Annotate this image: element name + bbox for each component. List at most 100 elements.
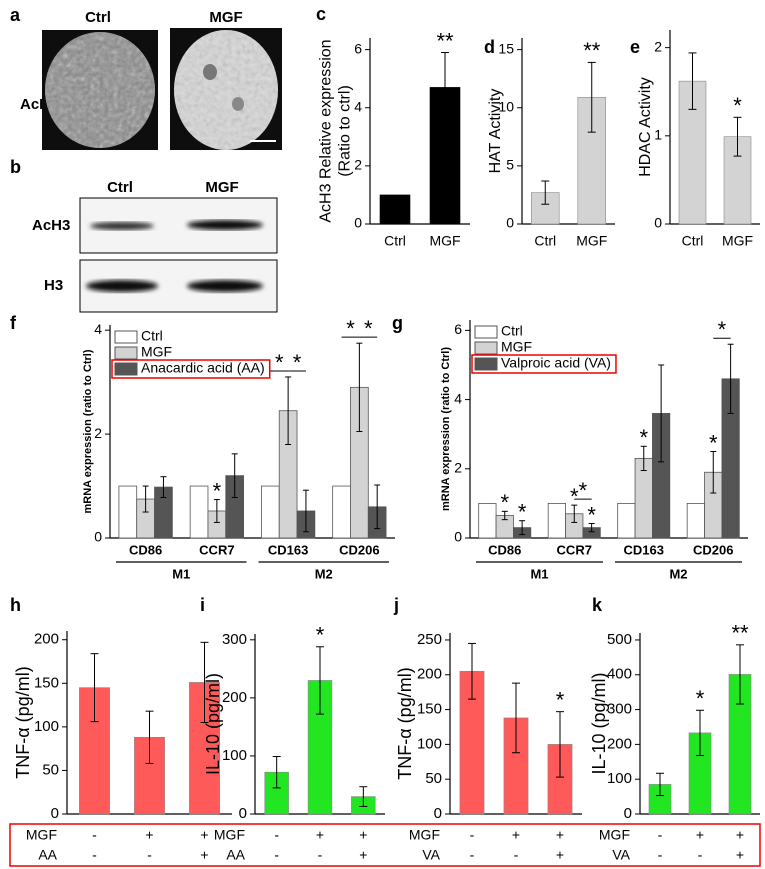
significance: * — [579, 478, 588, 503]
y-tick-label: 6 — [354, 40, 362, 56]
y-axis-label: TNF-α (pg/ml) — [13, 666, 33, 778]
group-label: M1 — [530, 566, 548, 581]
significance: ** — [436, 28, 454, 53]
significance: * — [709, 430, 718, 455]
y-tick-label: 1 — [654, 127, 662, 143]
panel-letter: g — [392, 313, 403, 333]
y-axis-label: HDAC Activity — [637, 77, 654, 177]
bar — [617, 502, 636, 539]
highlight-box — [9, 823, 761, 867]
y-tick-label: 0 — [94, 529, 102, 545]
significance: * — [293, 350, 302, 375]
y-tick-label: 50 — [42, 761, 59, 778]
legend-swatch — [474, 357, 498, 371]
x-tick-label: CCR7 — [557, 542, 592, 557]
bar — [478, 502, 497, 539]
condition-name: MGF — [214, 827, 245, 843]
y-axis-label: TNF-α (pg/ml) — [395, 667, 415, 779]
legend-label: Valproic acid (VA) — [501, 355, 611, 371]
legend-highlight — [471, 354, 617, 374]
condition-sign: - — [658, 827, 663, 843]
group-label: M2 — [669, 566, 687, 581]
y-tick-label: 2 — [654, 38, 662, 54]
condition-sign: + — [316, 827, 324, 843]
legend-swatch — [114, 362, 138, 376]
y-tick-label: 6 — [454, 321, 462, 337]
y-tick-label: 0 — [506, 215, 514, 231]
condition-sign: - — [514, 847, 519, 863]
x-tick-label: CD163 — [268, 542, 308, 557]
group-label: M2 — [315, 566, 333, 581]
x-tick-label: CD86 — [129, 542, 162, 557]
legend-highlight — [111, 359, 271, 379]
condition-sign: - — [470, 847, 475, 863]
band — [187, 280, 263, 292]
x-tick-label: Ctrl — [534, 233, 556, 249]
nucleus-texture — [45, 32, 155, 148]
y-tick-label: 100 — [34, 718, 59, 735]
group-label: M1 — [172, 566, 190, 581]
x-tick-label: Ctrl — [384, 233, 406, 249]
y-tick-label: 200 — [417, 666, 442, 683]
condition-sign: - — [698, 847, 703, 863]
legend-swatch — [114, 346, 138, 360]
x-tick-label: CD86 — [488, 542, 521, 557]
y-tick-label: 150 — [417, 701, 442, 718]
y-tick-label: 400 — [607, 666, 632, 683]
legend-label: MGF — [501, 339, 532, 355]
y-tick-label: 100 — [222, 747, 247, 764]
legend-swatch — [114, 330, 138, 344]
legend-swatch — [474, 325, 498, 339]
x-tick-label: MGF — [576, 233, 607, 249]
condition-sign: + — [696, 827, 704, 843]
condition-sign: - — [92, 827, 97, 843]
condition-sign: - — [658, 847, 663, 863]
y-tick-label: 500 — [607, 631, 632, 648]
y-tick-label: 200 — [34, 631, 59, 648]
y-tick-label: 4 — [354, 98, 362, 114]
condition-name: MGF — [599, 827, 630, 843]
legend-label: Ctrl — [501, 323, 523, 339]
significance: * — [213, 478, 222, 503]
y-tick-label: 0 — [624, 805, 632, 822]
condition-name: VA — [612, 847, 630, 863]
significance: * — [346, 316, 355, 341]
band — [90, 222, 154, 230]
column-label: MGF — [205, 179, 238, 196]
y-tick-label: 0 — [454, 529, 462, 545]
legend-label: Ctrl — [141, 328, 163, 344]
y-axis-label: mRNA expression (ratio to Ctrl) — [440, 347, 452, 511]
bar — [379, 194, 411, 225]
x-tick-label: CCR7 — [199, 542, 234, 557]
y-tick-label: 0 — [51, 805, 59, 822]
row-label: AcH3 — [32, 217, 70, 234]
x-tick-label: CD163 — [624, 542, 664, 557]
nucleolus — [232, 97, 244, 111]
panel-letter: j — [393, 595, 399, 615]
condition-name: MGF — [26, 827, 57, 843]
panel-letter: d — [484, 37, 495, 57]
condition-name: VA — [422, 847, 440, 863]
significance: * — [275, 350, 284, 375]
y-tick-label: 250 — [417, 631, 442, 648]
y-axis-label: AcH3 Relative expression — [318, 39, 335, 222]
y-tick-label: 5 — [506, 157, 514, 173]
y-tick-label: 300 — [607, 701, 632, 718]
panel-letter: k — [592, 595, 603, 615]
y-tick-label: 200 — [222, 689, 247, 706]
significance: ** — [583, 38, 601, 63]
condition-sign: - — [470, 827, 475, 843]
panel-letter: i — [200, 595, 205, 615]
significance: * — [639, 425, 648, 450]
significance: * — [570, 484, 579, 509]
band — [86, 280, 158, 292]
y-axis-label: IL-10 (pg/ml) — [589, 672, 609, 774]
condition-sign: - — [274, 827, 279, 843]
condition-sign: - — [274, 847, 279, 863]
y-axis-label: IL-10 (pg/ml) — [203, 673, 223, 775]
significance: * — [718, 317, 727, 342]
y-tick-label: 4 — [94, 321, 102, 337]
y-axis-label: (Ratio to ctrl) — [337, 85, 354, 177]
x-tick-label: Ctrl — [682, 233, 704, 249]
